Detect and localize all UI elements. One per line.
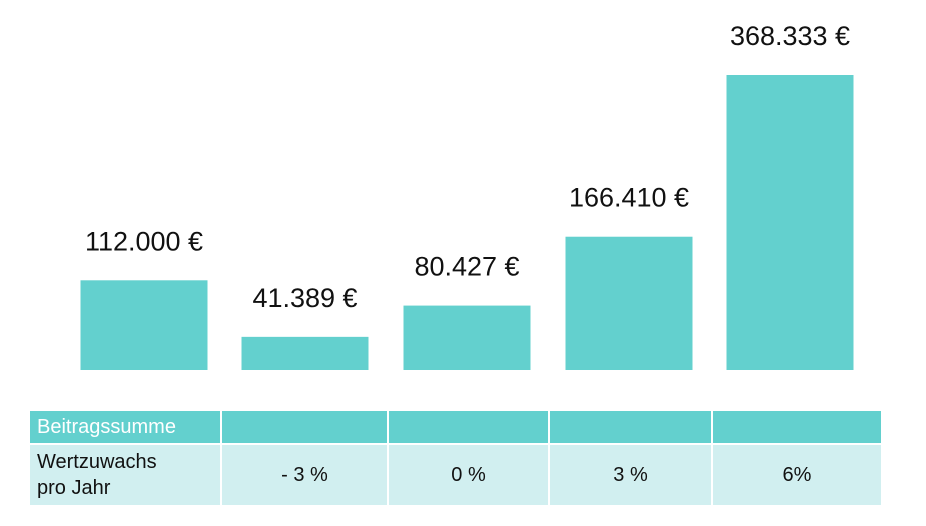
header-label-cell: Beitragssumme [28,409,222,445]
bar-value-label: 112.000 € [85,226,203,256]
rate-cell: 0 % [387,443,550,507]
bar-4 [565,236,693,370]
bar-value-label: 80.427 € [414,252,519,282]
rate-cell: 3 % [548,443,713,507]
header-cell [548,409,713,445]
bar-5 [726,75,854,370]
bar-chart: 112.000 € 41.389 € 80.427 € 166.410 € 368.33… [80,21,854,370]
table-header-row: Beitragssumme [28,409,883,445]
header-cell [220,409,389,445]
data-table: Beitragssumme Wertzuwachs pro Jahr - 3 %… [28,409,883,507]
bar-value-label: 41.389 € [252,283,357,313]
bar-3 [403,305,531,370]
header-cell [387,409,550,445]
bar-value-label: 166.410 € [569,183,689,213]
bar-2 [241,336,369,370]
bar-value-label: 368.333 € [730,21,850,51]
rate-cell: - 3 % [220,443,389,507]
rate-cell: 6% [711,443,883,507]
bar-1 [80,280,208,370]
row-label-cell: Wertzuwachs pro Jahr [28,443,222,507]
table-data-row: Wertzuwachs pro Jahr - 3 % 0 % 3 % 6% [28,443,883,507]
header-cell [711,409,883,445]
